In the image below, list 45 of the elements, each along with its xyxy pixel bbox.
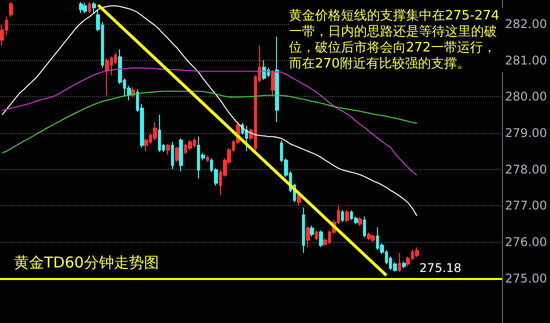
text: 黄金TD60分钟走势图 <box>14 254 159 272</box>
candlestick <box>9 2 13 18</box>
candlestick <box>158 114 161 152</box>
y-tick-label: 277.00 <box>505 198 548 213</box>
y-tick-label: 282.00 <box>505 16 548 31</box>
candlestick <box>92 2 96 14</box>
candlestick <box>297 192 301 206</box>
candlestick <box>271 70 275 98</box>
candlestick <box>79 2 83 14</box>
candlestick <box>166 143 170 156</box>
y-tick-label: 279.00 <box>505 126 548 140</box>
candlestick <box>245 125 248 152</box>
candlestick <box>171 142 174 170</box>
candlestick <box>306 226 310 248</box>
candlestick <box>179 138 183 172</box>
line-series <box>2 90 418 154</box>
candlestick <box>345 210 349 222</box>
candlestick <box>402 261 406 269</box>
candlestick <box>105 58 109 96</box>
candlestick <box>175 146 179 163</box>
y-tick-label: 275.00 <box>505 271 548 286</box>
candlestick <box>206 155 209 163</box>
candlestick <box>275 36 279 123</box>
candlestick <box>341 210 344 222</box>
candlestick <box>319 230 323 248</box>
candlestick <box>153 122 157 141</box>
candlestick <box>415 246 419 258</box>
y-tick-label: 276.00 <box>505 234 548 249</box>
candlestick <box>302 206 305 254</box>
candlestick <box>83 2 87 14</box>
candlestick <box>363 216 366 238</box>
candlestick <box>371 234 375 242</box>
candlestick <box>188 140 192 151</box>
candlestick <box>358 216 362 226</box>
candlestick <box>310 225 314 238</box>
y-tick-label: 278.00 <box>505 162 548 176</box>
candlestick <box>88 2 91 14</box>
candlestick <box>398 252 401 272</box>
candlestick <box>315 230 318 241</box>
y-tick-label: 280.00 <box>505 90 548 104</box>
annotation: 275.18 <box>419 260 462 275</box>
y-tick-label: 281.00 <box>505 53 548 68</box>
candlestick <box>367 232 371 241</box>
annotation: 黄金价格短线的支撑集中在275-274一带，日内的思路还是等待这里的破位，破位后市将会向272一带运行，而在270附近有比较强的支撑。 <box>289 8 500 72</box>
candlestick <box>262 60 266 80</box>
